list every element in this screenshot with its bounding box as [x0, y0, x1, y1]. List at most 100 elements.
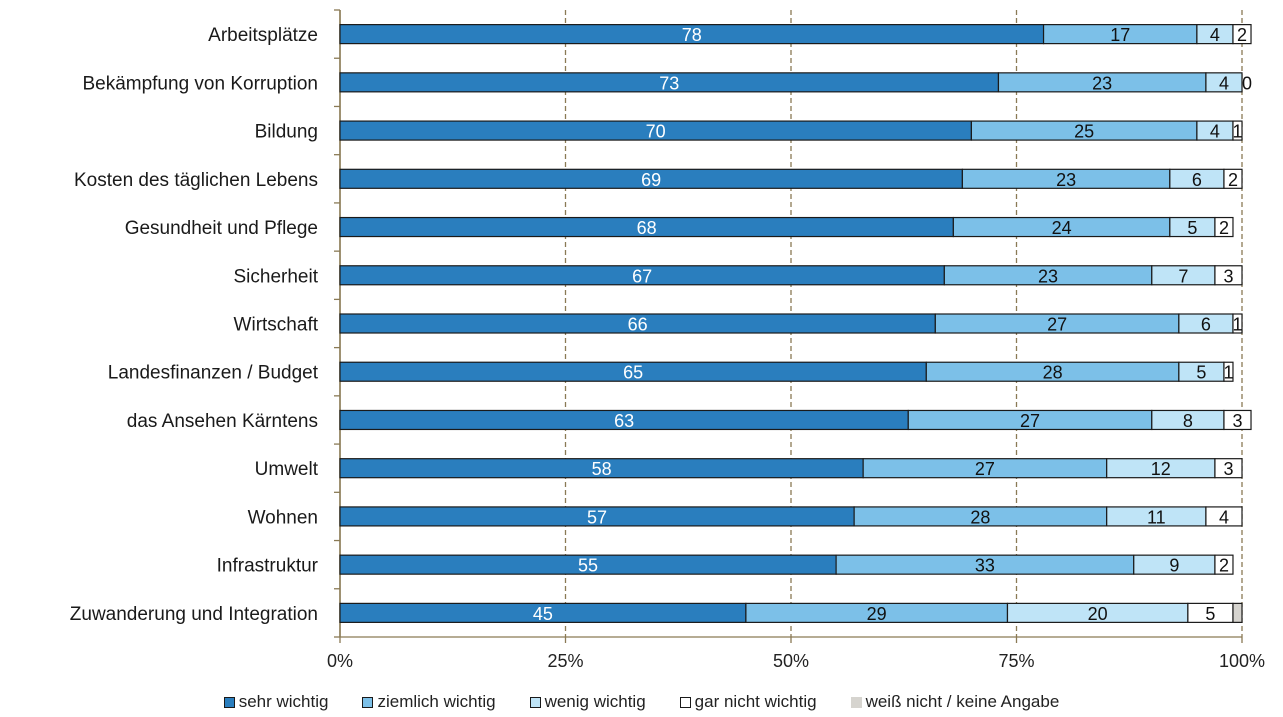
bar-segment [1223, 361, 1234, 382]
category-label: Bildung [255, 122, 318, 143]
data-label: 24 [1052, 218, 1072, 238]
category-label: Zuwanderung und Integration [70, 604, 318, 625]
legend-item: wenig wichtig [529, 692, 646, 712]
data-label: 2 [1219, 556, 1229, 576]
x-tick-label: 0% [327, 651, 353, 671]
data-label: 1 [1223, 363, 1233, 383]
data-label: 23 [1092, 73, 1112, 93]
data-label: 45 [533, 604, 553, 624]
data-label: 4 [1219, 507, 1229, 527]
data-label: 23 [1038, 266, 1058, 286]
bar-segment [1205, 506, 1243, 527]
legend-swatch [362, 696, 374, 708]
data-label: 65 [623, 363, 643, 383]
category-label: Kosten des täglichen Lebens [74, 170, 318, 191]
legend-label: ziemlich wichtig [377, 692, 496, 711]
legend-swatch [679, 696, 691, 708]
data-label: 12 [1151, 459, 1171, 479]
legend-swatch [223, 696, 235, 708]
data-label: 68 [637, 218, 657, 238]
data-label: 5 [1196, 363, 1206, 383]
x-tick-label: 100% [1219, 651, 1265, 671]
legend-label: wenig wichtig [544, 692, 646, 711]
data-label: 1 [1232, 122, 1242, 142]
data-label: 78 [682, 25, 702, 45]
bar-segment [1214, 458, 1243, 479]
data-label: 69 [641, 170, 661, 190]
data-label: 2 [1237, 25, 1247, 45]
data-label: 63 [614, 411, 634, 431]
data-label: 6 [1192, 170, 1202, 190]
legend-label: weiß nicht / keine Angabe [865, 692, 1060, 711]
data-label: 33 [975, 556, 995, 576]
data-label: 4 [1210, 122, 1220, 142]
data-label: 2 [1228, 170, 1238, 190]
legend-label: gar nicht wichtig [694, 692, 817, 711]
data-label: 11 [1147, 507, 1166, 527]
category-label: das Ansehen Kärntens [127, 411, 318, 432]
bar-segment [1214, 265, 1243, 286]
data-label: 73 [659, 73, 679, 93]
category-label: Wirtschaft [234, 315, 319, 336]
data-label: 2 [1219, 218, 1229, 238]
bar-segment [1232, 120, 1243, 141]
data-label: 17 [1110, 25, 1130, 45]
category-label: Umwelt [255, 459, 319, 480]
x-tick-label: 25% [547, 651, 583, 671]
data-label: 29 [867, 604, 887, 624]
data-label: 28 [1043, 363, 1063, 383]
bar-segment [1214, 216, 1234, 238]
data-label: 23 [1056, 170, 1076, 190]
bar-segment [1232, 24, 1252, 45]
data-label: 27 [975, 459, 995, 479]
legend-item: gar nicht wichtig [679, 692, 817, 712]
data-label: 3 [1223, 266, 1233, 286]
data-label: 9 [1169, 556, 1179, 576]
data-label: 5 [1187, 218, 1197, 238]
category-label: Sicherheit [234, 266, 319, 287]
data-label: 55 [578, 556, 598, 576]
x-tick-label: 75% [998, 651, 1034, 671]
data-label: 58 [592, 459, 612, 479]
data-label: 27 [1020, 411, 1040, 431]
data-label: 1 [1232, 315, 1242, 335]
data-label: 3 [1223, 459, 1233, 479]
category-label: Gesundheit und Pflege [125, 218, 318, 239]
data-label: 5 [1205, 604, 1215, 624]
category-label: Infrastruktur [217, 556, 319, 577]
category-label: Bekämpfung von Korruption [82, 73, 318, 94]
data-label: 70 [646, 122, 666, 142]
legend: sehr wichtig ziemlich wichtig wenig wichti… [0, 690, 1283, 714]
x-tick-label: 50% [773, 651, 809, 671]
data-label: 3 [1232, 411, 1242, 431]
bar-segment [1214, 554, 1234, 575]
data-label: 4 [1210, 25, 1220, 45]
data-label: 4 [1219, 73, 1229, 93]
bar-segment [1205, 72, 1243, 93]
legend-item: sehr wichtig [223, 692, 329, 712]
data-label: 0 [1242, 73, 1252, 93]
legend-label: sehr wichtig [238, 692, 329, 711]
data-label: 28 [970, 507, 990, 527]
data-label: 7 [1178, 266, 1188, 286]
bar-segment [1232, 602, 1243, 623]
category-label: Landesfinanzen / Budget [108, 363, 319, 384]
category-label: Arbeitsplätze [208, 25, 318, 46]
legend-item: weiß nicht / keine Angabe [850, 692, 1060, 712]
data-label: 8 [1183, 411, 1193, 431]
data-label: 66 [628, 315, 648, 335]
data-label: 25 [1074, 122, 1094, 142]
bar-segment [1223, 168, 1243, 189]
data-label: 67 [632, 266, 652, 286]
data-label: 20 [1088, 604, 1108, 624]
data-label: 27 [1047, 315, 1067, 335]
legend-item: ziemlich wichtig [362, 692, 496, 712]
data-label: 57 [587, 507, 607, 527]
legend-swatch [850, 696, 862, 708]
bar-segment [1232, 313, 1243, 334]
category-label: Wohnen [248, 507, 318, 528]
legend-swatch [529, 696, 541, 708]
bar-segment [1223, 409, 1252, 431]
